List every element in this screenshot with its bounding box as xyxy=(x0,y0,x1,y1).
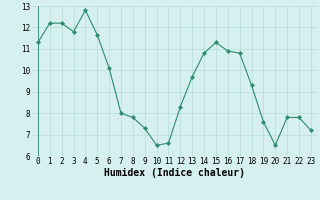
X-axis label: Humidex (Indice chaleur): Humidex (Indice chaleur) xyxy=(104,168,245,178)
